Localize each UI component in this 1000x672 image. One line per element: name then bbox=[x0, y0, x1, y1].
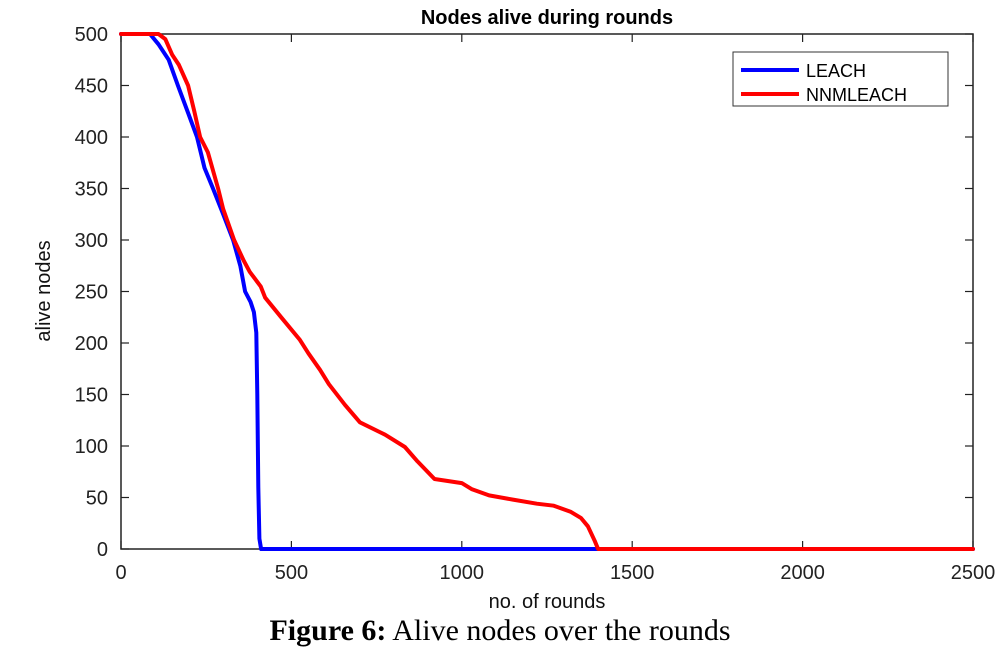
y-tick-label: 0 bbox=[97, 539, 108, 561]
series-line-leach bbox=[119, 32, 975, 551]
y-tick-label: 450 bbox=[75, 76, 108, 98]
x-tick-label: 2000 bbox=[780, 562, 825, 584]
y-tick-label: 50 bbox=[86, 488, 108, 510]
series-line-nnmleach bbox=[119, 32, 975, 551]
y-axis-label: alive nodes bbox=[33, 240, 55, 341]
x-tick-label: 2500 bbox=[951, 562, 996, 584]
legend: LEACH NNMLEACH bbox=[732, 51, 949, 107]
axes: 0 500 1000 1500 2000 2500 0 50 100 150 200 250 300 35… bbox=[75, 24, 996, 584]
figure-caption-label: Figure 6: bbox=[269, 614, 387, 647]
legend-label-leach: LEACH bbox=[806, 61, 866, 81]
y-tick-label: 250 bbox=[75, 282, 108, 304]
x-tick-label: 1500 bbox=[610, 562, 655, 584]
plot-frame bbox=[120, 33, 974, 550]
y-tick-label: 350 bbox=[75, 179, 108, 201]
series-lines bbox=[119, 32, 975, 551]
x-tick-label: 1000 bbox=[440, 562, 485, 584]
y-tick-label: 200 bbox=[75, 333, 108, 355]
y-tick-label: 100 bbox=[75, 436, 108, 458]
legend-box bbox=[732, 51, 949, 107]
x-axis-label: no. of rounds bbox=[489, 591, 606, 613]
x-tick-label: 0 bbox=[115, 562, 126, 584]
figure-caption: Figure 6: Alive nodes over the rounds bbox=[0, 614, 1000, 648]
legend-label-nnmleach: NNMLEACH bbox=[806, 85, 907, 105]
chart-title: Nodes alive during rounds bbox=[421, 7, 673, 29]
x-tick-label: 500 bbox=[275, 562, 308, 584]
y-tick-label: 300 bbox=[75, 230, 108, 252]
figure-caption-text: Alive nodes over the rounds bbox=[386, 614, 731, 647]
y-tick-label: 150 bbox=[75, 385, 108, 407]
y-tick-label: 400 bbox=[75, 127, 108, 149]
y-tick-label: 500 bbox=[75, 24, 108, 46]
